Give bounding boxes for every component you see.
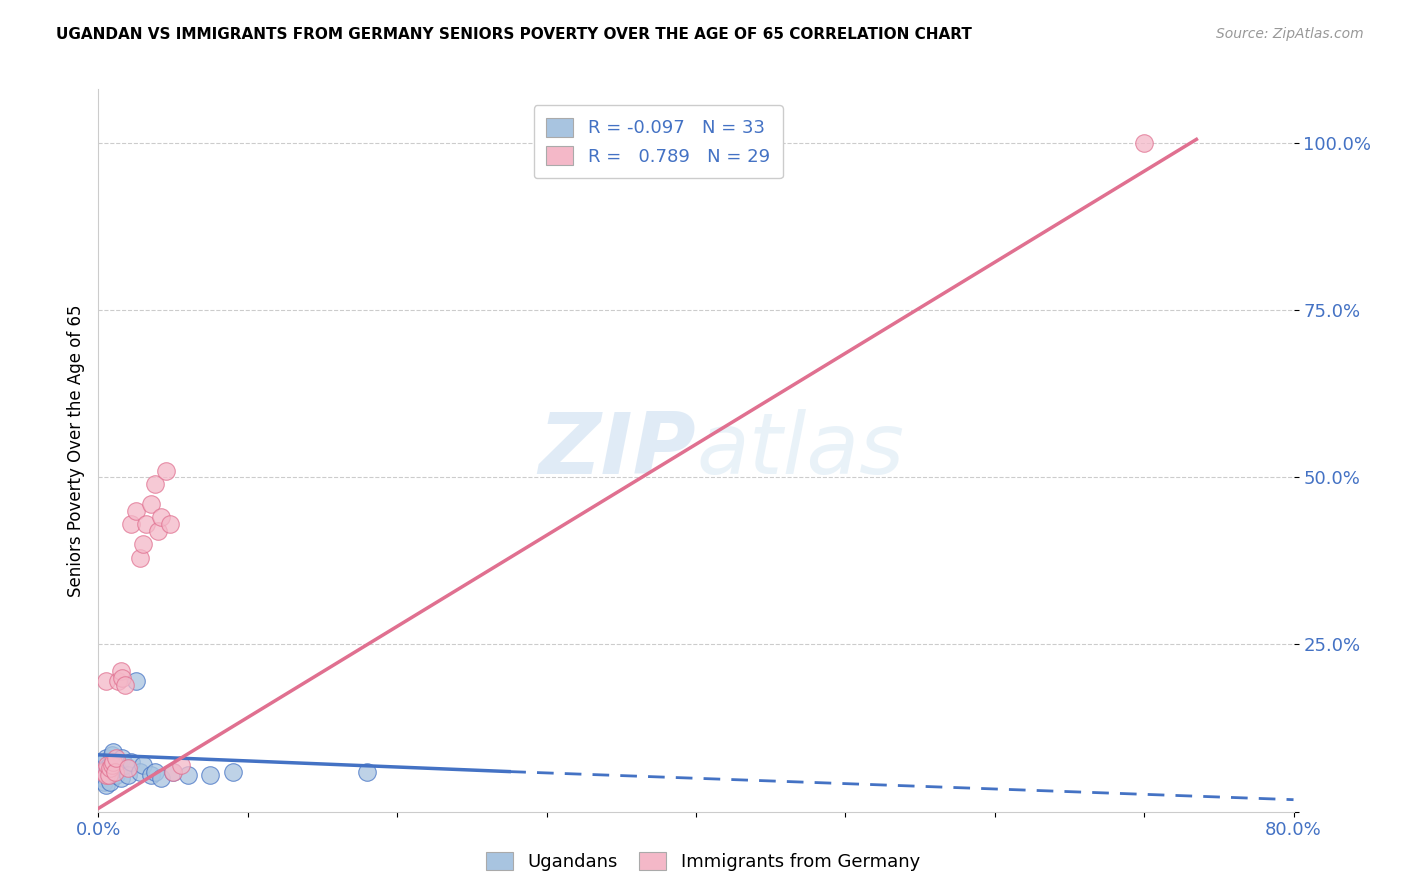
Point — [101, 747, 124, 762]
Point — [103, 744, 125, 758]
Point — [104, 758, 127, 772]
Point — [96, 758, 118, 772]
Point — [200, 768, 222, 782]
Point — [120, 517, 142, 532]
Point — [117, 761, 139, 775]
Point — [125, 503, 148, 517]
Point — [97, 768, 120, 782]
Point — [111, 671, 134, 685]
Point — [110, 771, 132, 786]
Point — [93, 774, 115, 789]
Point — [96, 761, 118, 775]
Point — [132, 758, 155, 772]
Point — [143, 764, 166, 779]
Point — [139, 768, 162, 782]
Point — [177, 768, 200, 782]
Point — [98, 774, 122, 789]
Point — [107, 755, 129, 769]
Point — [94, 778, 117, 792]
Y-axis label: Seniors Poverty Over the Age of 65: Seniors Poverty Over the Age of 65 — [66, 304, 84, 597]
Text: UGANDAN VS IMMIGRANTS FROM GERMANY SENIORS POVERTY OVER THE AGE OF 65 CORRELATIO: UGANDAN VS IMMIGRANTS FROM GERMANY SENIO… — [56, 27, 972, 42]
Point — [143, 476, 166, 491]
Point — [132, 537, 155, 551]
Point — [108, 761, 131, 775]
Point — [94, 751, 117, 765]
Text: Source: ZipAtlas.com: Source: ZipAtlas.com — [1216, 27, 1364, 41]
Point — [125, 674, 148, 689]
Text: ZIP: ZIP — [538, 409, 696, 492]
Point — [103, 764, 125, 779]
Point — [120, 755, 142, 769]
Point — [98, 761, 122, 775]
Point — [94, 674, 117, 689]
Point — [114, 758, 136, 772]
Point — [139, 497, 162, 511]
Point — [150, 510, 173, 524]
Point — [129, 550, 152, 565]
Point — [93, 755, 115, 769]
Point — [155, 464, 177, 478]
Point — [110, 664, 132, 679]
Point — [104, 764, 127, 779]
Point — [169, 758, 191, 772]
Point — [103, 755, 125, 769]
Point — [135, 517, 157, 532]
Legend: R = -0.097   N = 33, R =   0.789   N = 29: R = -0.097 N = 33, R = 0.789 N = 29 — [534, 105, 783, 178]
Point — [129, 764, 152, 779]
Point — [222, 764, 245, 779]
Point — [356, 764, 378, 779]
Text: atlas: atlas — [696, 409, 904, 492]
Point — [101, 758, 124, 772]
Point — [162, 764, 184, 779]
Point — [91, 771, 114, 786]
Point — [114, 678, 136, 692]
Point — [105, 768, 128, 782]
Point — [105, 751, 128, 765]
Point — [162, 764, 184, 779]
Point — [90, 764, 112, 779]
Point — [91, 764, 114, 779]
Point — [94, 768, 117, 782]
Point — [111, 751, 134, 765]
Point — [97, 768, 120, 782]
Point — [148, 524, 170, 538]
Point — [107, 674, 129, 689]
Point — [98, 758, 122, 772]
Point — [117, 768, 139, 782]
Point — [159, 517, 181, 532]
Point — [150, 771, 173, 786]
Point — [1133, 136, 1156, 150]
Legend: Ugandans, Immigrants from Germany: Ugandans, Immigrants from Germany — [478, 845, 928, 879]
